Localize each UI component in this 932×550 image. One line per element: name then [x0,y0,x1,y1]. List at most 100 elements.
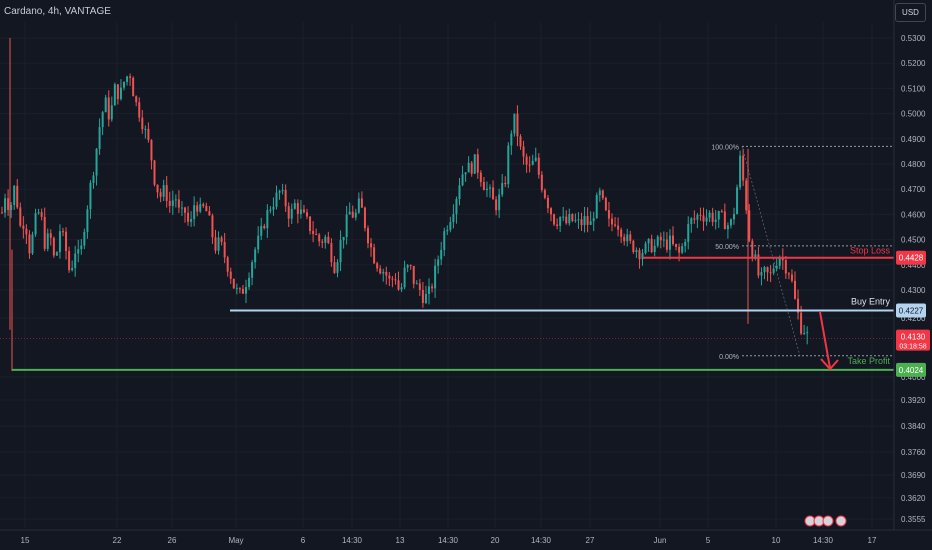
candle-body [92,175,95,183]
candle-body [248,277,251,288]
candle-body [385,271,388,276]
y-tick-label: 0.4900 [901,135,926,144]
candle-body [684,241,687,247]
currency-button[interactable]: USD [895,3,926,22]
candle-body [373,247,376,264]
candle-body [479,172,482,182]
candle-body [723,211,726,230]
candle-body [107,97,110,120]
y-tick-label: 0.4200 [901,314,926,323]
candle-body [638,250,641,260]
stop-loss-label: Stop Loss [850,246,891,256]
candle-body [281,189,284,192]
candle-body [177,199,180,208]
candle-body [345,214,348,237]
candle-body [720,211,723,213]
x-tick-label: 20 [491,536,500,545]
candle-body [132,77,135,97]
candle-body [159,192,162,197]
candle-body [778,257,781,266]
candle-body [568,213,571,224]
candle-body [455,199,458,215]
candle-body [245,287,247,294]
candle-body [565,216,568,224]
candle-body [342,236,345,241]
candle-body [214,237,217,251]
take-profit-price-tag-bg [896,362,926,377]
candle-body [187,212,190,222]
candle-body [656,236,659,246]
candle-body [748,210,751,241]
candle-body [31,234,34,254]
candle-body [702,215,705,222]
candle-body [583,216,586,226]
candle-body [16,185,19,208]
arrow-head [820,358,839,371]
candle-body [83,231,86,246]
candle-body [757,254,760,276]
candle-body [62,231,64,233]
candle-body [28,234,31,254]
candle-body [293,203,296,209]
candle-body [729,219,732,226]
candle-body [312,230,315,235]
candle-body [498,194,501,211]
candle-body [7,198,10,210]
candle-body [34,213,37,235]
candle-body [739,155,742,188]
candle-body [351,211,354,218]
take-profit-label: Take Profit [847,356,890,366]
candle-body [504,183,507,185]
candle-body [68,251,71,271]
candle-body [696,214,699,220]
candle-body [412,265,415,284]
candle-body [589,221,592,225]
candle-body [403,267,406,288]
x-tick-label: 5 [706,536,711,545]
y-tick-label: 0.3555 [901,515,926,524]
candle-body [104,97,107,113]
candle-body [397,280,400,290]
candle-body [607,210,610,219]
us-flag-icon [822,515,834,527]
fib-label: 50.00% [715,244,739,251]
candle-body [129,76,132,78]
candle-body [263,225,266,229]
candle-body [278,191,281,193]
buy-entry-price-tag-bg [896,303,926,318]
candle-body [571,213,574,221]
candle-body [550,208,552,215]
candle-body [562,216,565,218]
candle-body [150,139,153,161]
x-tick-label: 22 [113,536,122,545]
candle-body [309,216,312,231]
candle-body [525,156,528,165]
candle-body [604,197,607,211]
candle-body [507,145,510,185]
candle-body [10,204,13,210]
price-axis: 0.5300 0.5200 0.5100 0.5000 0.4900 0.4800 0.47… [893,0,930,530]
candle-body [662,239,665,241]
candle-body [284,189,287,207]
candle-body [302,209,305,213]
candle-body [388,275,391,279]
candle-body [220,237,223,242]
candle-body [327,236,330,244]
candle-body [315,234,318,236]
candle-body [232,278,235,289]
x-tick-label: Jun [654,536,667,545]
candle-body [135,96,138,103]
y-tick-label: 0.4500 [901,236,926,245]
candle-body [290,208,293,219]
candle-body [653,245,656,252]
x-tick-label: 14:30 [438,536,459,545]
candle-body [52,237,55,256]
candle-body [428,286,430,294]
candle-body [473,154,476,174]
projection-arrow [819,311,831,369]
candle-body [644,243,647,254]
candle-body [659,236,662,241]
candle-body [199,204,202,212]
